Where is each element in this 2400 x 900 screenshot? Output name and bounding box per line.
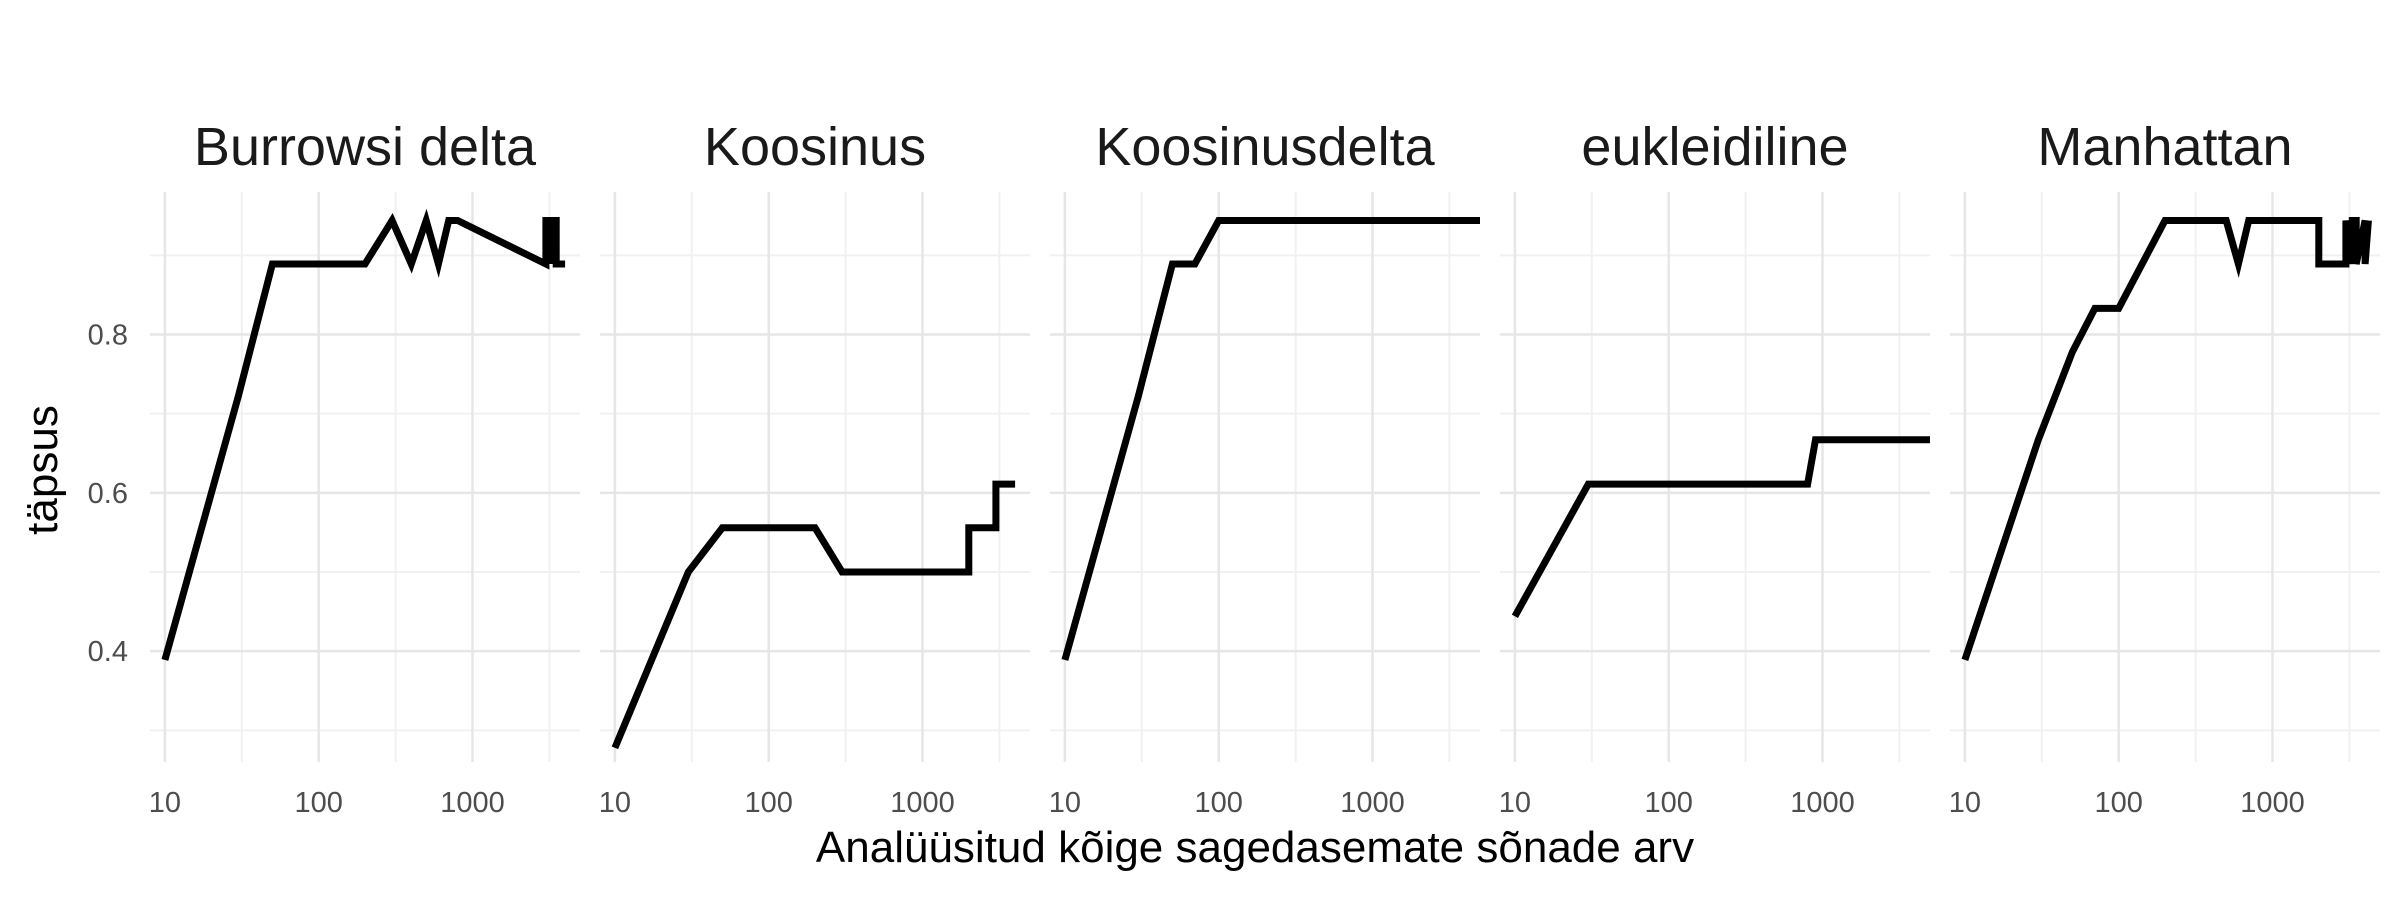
series-line [1961, 217, 2372, 662]
x-tick-label: 100 [295, 787, 343, 819]
x-tick-label: 10 [1499, 787, 1531, 819]
panel-2: Koosinusdelta 10 100 1000 [1049, 117, 1480, 819]
x-axis-title: Analüüsitud kõige sagedasemate sõnade ar… [816, 823, 1694, 872]
y-tick-label: 0.8 [88, 320, 128, 352]
series-line [161, 208, 566, 661]
x-tick-label: 1000 [1340, 787, 1405, 819]
x-tick-label: 1000 [2240, 787, 2305, 819]
x-tick-label: 10 [149, 787, 181, 819]
panel-3: eukleidiline 10 100 1000 [1499, 117, 1930, 819]
panel-0: Burrowsi delta 10 100 1000 [149, 117, 580, 819]
facet-title: Manhattan [2037, 117, 2292, 177]
x-tick-label: 100 [745, 787, 793, 819]
x-tick-label: 10 [599, 787, 631, 819]
facet-title: Koosinus [704, 117, 926, 177]
series-line [611, 480, 1016, 750]
facet-title: Koosinusdelta [1095, 117, 1435, 177]
x-tick-label: 100 [1195, 787, 1243, 819]
y-tick-label: 0.6 [88, 478, 128, 510]
x-tick-label: 10 [1049, 787, 1081, 819]
panel-1: Koosinus 10 100 1000 [599, 117, 1030, 819]
series-line [1061, 217, 1480, 661]
y-axis-title: täpsus [18, 405, 67, 535]
panel-4: Manhattan 10 100 1000 [1949, 117, 2380, 819]
x-tick-label: 10 [1949, 787, 1981, 819]
x-tick-label: 100 [1645, 787, 1693, 819]
series-line [1511, 436, 1930, 618]
facet-title: eukleidiline [1581, 117, 1848, 177]
facet-title: Burrowsi delta [194, 117, 537, 177]
x-tick-label: 1000 [890, 787, 955, 819]
x-tick-label: 1000 [1790, 787, 1855, 819]
y-tick-label: 0.4 [88, 636, 128, 668]
x-tick-label: 1000 [440, 787, 505, 819]
x-tick-label: 100 [2095, 787, 2143, 819]
